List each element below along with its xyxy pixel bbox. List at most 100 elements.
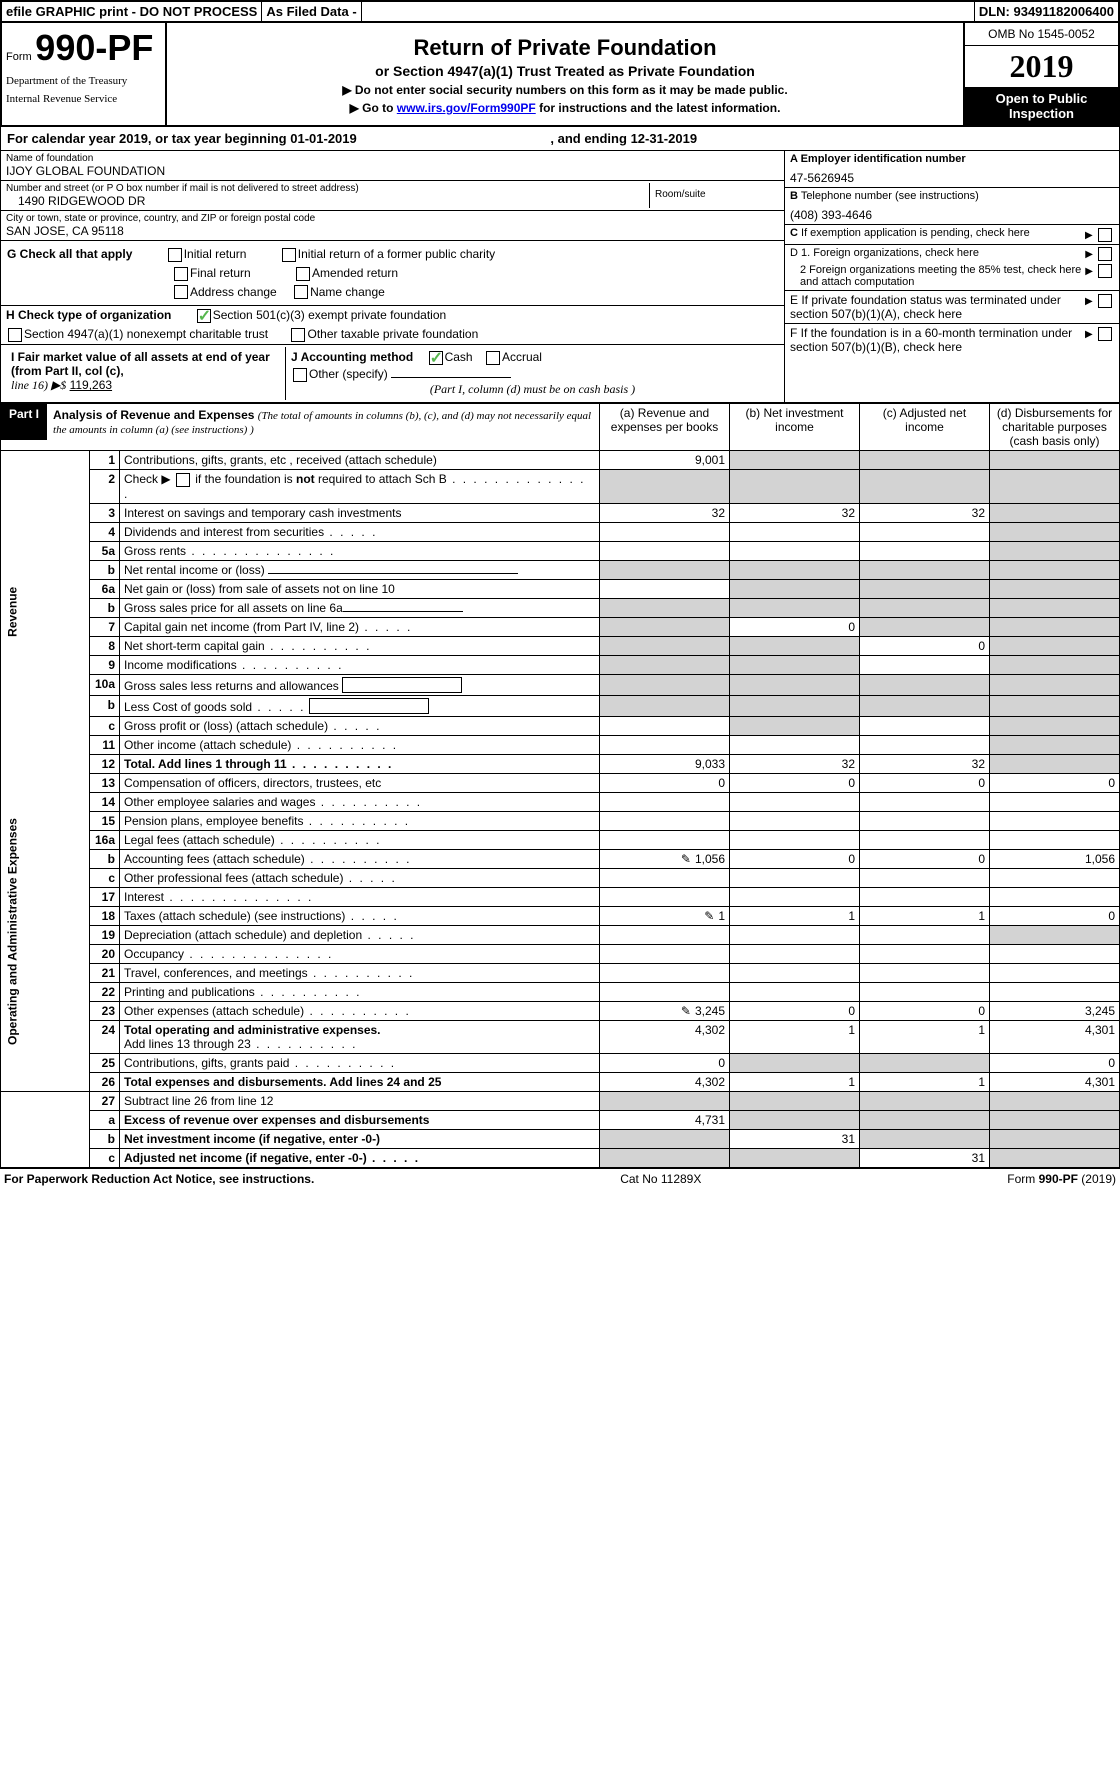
g-initial-former: Initial return of a former public charit… [280,247,495,261]
header-center: Return of Private Foundation or Section … [167,23,963,125]
table-row: 19 Depreciation (attach schedule) and de… [1,925,1120,944]
form-header: Form 990-PF Department of the Treasury I… [0,23,1120,127]
inline-box [309,698,429,714]
info-left: Name of foundation IJOY GLOBAL FOUNDATIO… [1,151,784,402]
checkbox-other-taxable[interactable] [291,328,305,342]
table-row: 4 Dividends and interest from securities [1,522,1120,541]
checkbox-final[interactable] [174,267,188,281]
footer-left: For Paperwork Reduction Act Notice, see … [4,1172,314,1186]
dept-irs: Internal Revenue Service [6,93,161,105]
checkbox-d1[interactable] [1098,247,1112,261]
city-cell: City or town, state or province, country… [1,211,784,241]
table-row: 27 Subtract line 26 from line 12 [1,1091,1120,1110]
phone-cell: B B Telephone number (see instructions)T… [785,188,1119,225]
part1-header-row: Part I Analysis of Revenue and Expenses … [1,403,1120,450]
calyear-mid: , and ending [550,131,627,146]
section-g: G Check all that apply Initial return In… [1,241,784,306]
checkbox-schb[interactable] [176,473,190,487]
form-prefix: Form [6,51,32,63]
e-cell: E If private foundation status was termi… [785,291,1119,324]
form-title: Return of Private Foundation [171,35,959,61]
attach-icon[interactable] [681,852,695,866]
table-row: b Net rental income or (loss) [1,560,1120,579]
phone-value: (408) 393-4646 [790,208,1114,222]
checkbox-4947[interactable] [8,328,22,342]
f-cell: F If the foundation is in a 60-month ter… [785,324,1119,356]
checkbox-amended[interactable] [296,267,310,281]
expenses-sidebar: Operating and Administrative Expenses [1,773,90,1091]
phone-label: B B Telephone number (see instructions)T… [790,190,1114,202]
foundation-name: IJOY GLOBAL FOUNDATION [6,164,779,178]
col-b-header: (b) Net investment income [730,403,860,450]
attach-icon[interactable] [681,1004,695,1018]
instr2-pre: ▶ Go to [350,101,394,115]
section-h: H Check type of organization Section 501… [1,306,784,345]
calyear-pre: For calendar year 2019, or tax year begi… [7,131,287,146]
instr2-link[interactable]: www.irs.gov/Form990PF [397,101,536,115]
checkbox-c[interactable] [1098,228,1112,242]
form-subtitle: or Section 4947(a)(1) Trust Treated as P… [171,63,959,79]
table-row: 12 Total. Add lines 1 through 11 9,03332… [1,754,1120,773]
table-row: 15 Pension plans, employee benefits [1,811,1120,830]
table-row: 16a Legal fees (attach schedule) [1,830,1120,849]
table-row: 6a Net gain or (loss) from sale of asset… [1,579,1120,598]
street-address: 1490 RIDGEWOOD DR [6,194,649,208]
checkbox-namechange[interactable] [294,285,308,299]
blank-line [343,611,463,612]
instr-2: ▶ Go to www.irs.gov/Form990PF for instru… [171,101,959,115]
arrow-icon [1085,248,1093,260]
other-specify-line [391,377,511,378]
checkbox-accrual[interactable] [486,351,500,365]
checkbox-initial[interactable] [168,248,182,262]
instr-1: ▶ Do not enter social security numbers o… [171,83,959,97]
checkbox-initial-former[interactable] [282,248,296,262]
checkbox-addrchange[interactable] [174,285,188,299]
calendar-year-row: For calendar year 2019, or tax year begi… [0,127,1120,151]
checkbox-cash[interactable] [429,351,443,365]
table-row: 8 Net short-term capital gain 0 [1,636,1120,655]
ein-label: A Employer identification number [790,153,1114,165]
checkbox-e[interactable] [1098,294,1112,308]
checkbox-f[interactable] [1098,327,1112,341]
h-row2: Section 4947(a)(1) nonexempt charitable … [6,327,779,342]
fmv-value: 119,263 [70,378,113,392]
table-row: c Other professional fees (attach schedu… [1,868,1120,887]
calyear-end: 12-31-2019 [631,131,698,146]
attach-icon[interactable] [704,909,718,923]
table-row: b Gross sales price for all assets on li… [1,598,1120,617]
col-c-header: (c) Adjusted net income [860,403,990,450]
arrow-icon [1085,326,1093,340]
table-row: 11 Other income (attach schedule) [1,735,1120,754]
checkbox-501c3[interactable] [197,309,211,323]
col-d-header: (d) Disbursements for charitable purpose… [990,403,1120,450]
col-a-header: (a) Revenue and expenses per books [600,403,730,450]
table-row: 20 Occupancy [1,944,1120,963]
instr2-post: for instructions and the latest informat… [539,101,780,115]
asfiled-label: As Filed Data - [262,2,361,21]
city-state-zip: SAN JOSE, CA 95118 [6,224,779,238]
arrow-icon [1085,293,1093,307]
checkbox-d2[interactable] [1098,264,1112,278]
table-row: a Excess of revenue over expenses and di… [1,1110,1120,1129]
table-row: 18 Taxes (attach schedule) (see instruct… [1,906,1120,925]
header-left: Form 990-PF Department of the Treasury I… [2,23,167,125]
efile-label: efile GRAPHIC print - DO NOT PROCESS [2,2,262,21]
table-row: 26 Total expenses and disbursements. Add… [1,1072,1120,1091]
part-title-cell: Analysis of Revenue and Expenses (The to… [47,404,599,440]
addr-row: Number and street (or P O box number if … [1,181,784,211]
room-label: Room/suite [655,189,706,200]
table-row: 17 Interest [1,887,1120,906]
c-cell: C If exemption application is pending, c… [785,225,1119,245]
page-footer: For Paperwork Reduction Act Notice, see … [0,1168,1120,1189]
part1-table: Part I Analysis of Revenue and Expenses … [0,403,1120,1168]
arrow-icon [1085,227,1093,241]
table-row: 7 Capital gain net income (from Part IV,… [1,617,1120,636]
table-row: c Adjusted net income (if negative, ente… [1,1148,1120,1167]
omb-number: OMB No 1545-0052 [965,23,1118,46]
part-label: Part I [1,404,47,440]
table-row: 9 Income modifications [1,655,1120,674]
checkbox-other-acct[interactable] [293,368,307,382]
dln-value: 93491182006400 [1013,4,1114,19]
room-cell: Room/suite [649,183,779,208]
tax-year: 2019 [965,46,1118,87]
